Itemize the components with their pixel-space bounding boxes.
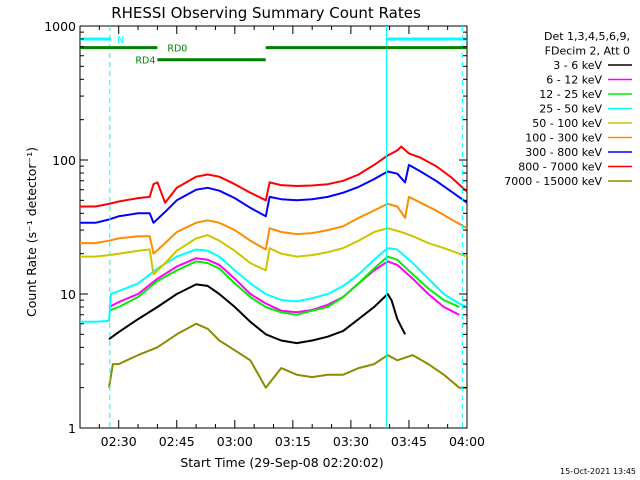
- y-axis-label: Count Rate (s⁻¹ detector⁻¹): [24, 147, 39, 317]
- legend: Det 1,3,4,5,6,9, FDecim 2, Att 03 - 6 keV…: [504, 30, 632, 188]
- legend-header: FDecim 2, Att 0: [545, 45, 630, 58]
- series-line-5: [80, 195, 468, 255]
- x-axis: 02:30 02:45 03:00 03:15 03:30 03:45 04:00: [79, 26, 485, 449]
- x-tick-label: 02:45: [159, 434, 195, 449]
- x-axis-label: Start Time (29-Sep-08 02:20:02): [180, 455, 383, 470]
- footer-date: 15-Oct-2021 13:45: [560, 467, 636, 476]
- legend-header: Det 1,3,4,5,6,9,: [544, 30, 630, 43]
- y-tick-label: 1: [68, 421, 76, 436]
- plot-area: N RD0 RD4: [79, 25, 468, 429]
- state-bars: N RD0 RD4: [80, 35, 467, 67]
- series-line-4: [80, 227, 468, 276]
- series-group: [80, 145, 468, 389]
- legend-label: 25 - 50 keV: [539, 103, 602, 116]
- state-bar-label: RD0: [167, 44, 187, 55]
- legend-label: 7000 - 15000 keV: [504, 175, 602, 188]
- series-line-6: [80, 163, 468, 224]
- legend-label: 12 - 25 keV: [539, 88, 602, 101]
- x-tick-label: 03:30: [333, 434, 369, 449]
- legend-label: 6 - 12 keV: [546, 74, 602, 87]
- plot-frame: [79, 25, 468, 429]
- legend-label: 50 - 100 keV: [532, 117, 602, 130]
- y-tick-label: 100: [52, 153, 76, 168]
- legend-label: 800 - 7000 keV: [518, 161, 602, 174]
- state-bar-label: N: [117, 35, 124, 46]
- x-tick-label: 03:15: [275, 434, 311, 449]
- series-line-1: [108, 257, 460, 316]
- y-tick-label: 10: [60, 287, 76, 302]
- series-line-3: [80, 247, 468, 323]
- chart-title: RHESSI Observing Summary Count Rates: [111, 4, 421, 22]
- x-tick-label: 03:45: [391, 434, 427, 449]
- series-line-7: [80, 145, 468, 208]
- series-line-0: [108, 283, 406, 345]
- state-bar-label: RD4: [135, 56, 155, 67]
- legend-label: 100 - 300 keV: [525, 132, 602, 145]
- legend-label: 3 - 6 keV: [553, 59, 602, 72]
- legend-label: 300 - 800 keV: [525, 146, 602, 159]
- series-line-8: [108, 322, 467, 389]
- x-tick-label: 04:00: [449, 434, 485, 449]
- y-tick-label: 1000: [44, 19, 76, 34]
- x-tick-label: 02:30: [101, 434, 137, 449]
- x-tick-label: 03:00: [217, 434, 253, 449]
- series-line-2: [108, 255, 460, 316]
- attenuator-lines: [109, 26, 463, 428]
- y-axis: 1 10 100 1000: [44, 19, 467, 436]
